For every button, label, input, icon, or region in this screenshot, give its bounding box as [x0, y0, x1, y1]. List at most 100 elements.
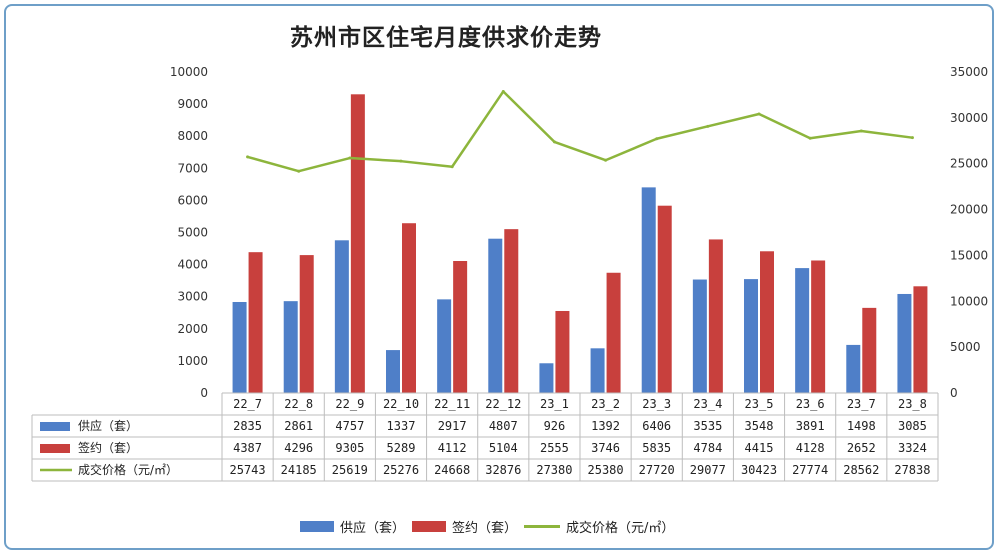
chart-legend: 供应（套） 签约（套） 成交价格（元/㎡） — [0, 516, 1000, 536]
table-cell: 4415 — [745, 441, 774, 455]
legend-label-supply: 供应（套） — [340, 520, 406, 536]
bar-supply — [283, 301, 298, 393]
bar-signed — [402, 223, 416, 393]
table-cell: 25380 — [588, 463, 624, 477]
price-point — [450, 165, 454, 169]
bar-supply — [539, 363, 554, 393]
table-row-label: 成交价格（元/㎡） — [78, 462, 178, 477]
bar-supply — [590, 348, 605, 393]
bar-supply — [692, 279, 707, 393]
table-cell: 4757 — [335, 419, 364, 433]
x-tick-label: 23_2 — [591, 397, 620, 411]
table-cell: 5835 — [642, 441, 671, 455]
legend-item-signed: 签约（套） — [412, 516, 517, 536]
legend-item-price: 成交价格（元/㎡） — [524, 516, 674, 536]
x-tick-label: 22_11 — [434, 397, 470, 411]
bar-signed — [350, 94, 365, 393]
x-tick-label: 22_10 — [383, 397, 419, 411]
legend-swatch-price — [524, 524, 560, 528]
legend-swatch-supply — [300, 520, 334, 532]
x-tick-label: 23_1 — [540, 397, 569, 411]
bar-signed — [555, 310, 570, 393]
x-tick-label: 22_12 — [485, 397, 521, 411]
y-left-tick-label: 5000 — [177, 226, 208, 240]
table-cell: 3535 — [693, 419, 722, 433]
table-cell: 4128 — [796, 441, 825, 455]
table-cell: 2861 — [284, 419, 313, 433]
bar-supply — [846, 344, 861, 393]
price-point — [297, 169, 301, 173]
y-left-tick-label: 2000 — [177, 322, 208, 336]
y-left-tick-label: 10000 — [170, 65, 208, 79]
bar-supply — [641, 187, 656, 393]
y-right-tick-label: 0 — [950, 386, 958, 400]
y-left-tick-label: 6000 — [177, 193, 208, 207]
table-cell: 3891 — [796, 419, 825, 433]
y-left-tick-label: 4000 — [177, 258, 208, 272]
table-row-key — [40, 444, 70, 453]
y-right-tick-label: 25000 — [950, 157, 988, 171]
table-cell: 29077 — [690, 463, 726, 477]
table-cell: 27838 — [894, 463, 930, 477]
table-cell: 27720 — [639, 463, 675, 477]
table-cell: 2652 — [847, 441, 876, 455]
table-row-key — [40, 422, 70, 431]
table-cell: 4784 — [693, 441, 722, 455]
x-tick-label: 23_3 — [642, 397, 671, 411]
table-cell: 24185 — [281, 463, 317, 477]
bar-signed — [657, 205, 672, 393]
table-cell: 1498 — [847, 419, 876, 433]
y-left-tick-label: 8000 — [177, 129, 208, 143]
bar-signed — [862, 307, 877, 393]
price-point — [706, 124, 710, 128]
bar-supply — [334, 240, 349, 393]
table-cell: 3085 — [898, 419, 927, 433]
y-left-tick-label: 9000 — [177, 97, 208, 111]
price-point — [859, 129, 863, 133]
table-cell: 2917 — [438, 419, 467, 433]
table-cell: 32876 — [485, 463, 521, 477]
bar-supply — [897, 293, 912, 393]
x-tick-label: 23_4 — [693, 397, 722, 411]
bar-signed — [606, 272, 621, 393]
table-cell: 25743 — [230, 463, 266, 477]
table-cell: 9305 — [335, 441, 364, 455]
y-right-tick-label: 10000 — [950, 294, 988, 308]
table-cell: 926 — [544, 419, 566, 433]
y-right-tick-label: 20000 — [950, 203, 988, 217]
table-cell: 4112 — [438, 441, 467, 455]
bar-signed — [504, 229, 519, 393]
table-cell: 27380 — [536, 463, 572, 477]
bar-signed — [760, 251, 774, 393]
table-cell: 4807 — [489, 419, 518, 433]
x-tick-label: 23_6 — [796, 397, 825, 411]
table-cell: 28562 — [843, 463, 879, 477]
bar-supply — [437, 299, 452, 393]
price-point — [757, 112, 761, 116]
table-cell: 24668 — [434, 463, 470, 477]
bar-signed — [248, 252, 263, 393]
table-cell: 1392 — [591, 419, 620, 433]
bar-supply — [795, 268, 810, 393]
table-cell: 3324 — [898, 441, 927, 455]
table-row-label: 供应（套） — [78, 418, 138, 433]
y-right-tick-label: 35000 — [950, 65, 988, 79]
bar-signed — [453, 261, 468, 393]
table-row-label: 签约（套） — [78, 440, 138, 455]
bar-signed — [708, 239, 723, 393]
table-cell: 25276 — [383, 463, 419, 477]
x-tick-label: 23_7 — [847, 397, 876, 411]
x-tick-label: 23_8 — [898, 397, 927, 411]
y-right-tick-label: 15000 — [950, 248, 988, 262]
bar-signed — [913, 286, 928, 393]
price-point — [655, 137, 659, 141]
chart-title: 苏州市区住宅月度供求价走势 — [290, 25, 602, 51]
table-cell: 3746 — [591, 441, 620, 455]
table-cell: 2835 — [233, 419, 262, 433]
table-cell: 4387 — [233, 441, 262, 455]
price-point — [501, 89, 505, 93]
legend-item-supply: 供应（套） — [300, 516, 405, 536]
table-cell: 3548 — [745, 419, 774, 433]
y-left-tick-label: 3000 — [177, 290, 208, 304]
